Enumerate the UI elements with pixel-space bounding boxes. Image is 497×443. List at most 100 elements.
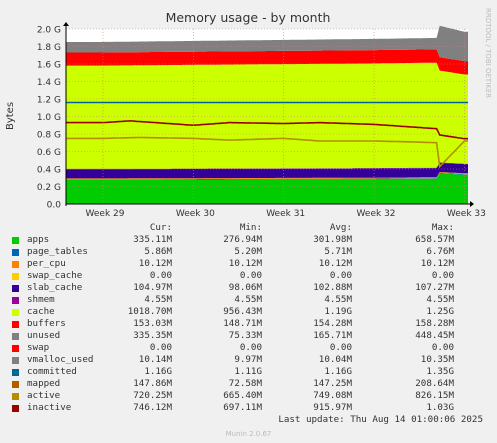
legend-header: Cur: Min: Avg: Max: — [12, 222, 488, 234]
y-tick-label: 0.6 G — [37, 148, 61, 158]
legend-cur-value: 335.11M — [133, 234, 172, 245]
legend-cur-value: 5.86M — [144, 246, 172, 257]
legend-min-value: 665.40M — [223, 390, 262, 401]
legend-avg-value: 10.04M — [318, 354, 352, 365]
legend-swatch — [12, 357, 19, 364]
legend-min-value: 0.00 — [239, 342, 262, 353]
legend-row-vmalloc-used: vmalloc_used 10.14M 9.97M 10.04M 10.35M — [12, 354, 488, 366]
legend-cur-value: 1.16G — [144, 366, 172, 377]
legend-series-name: page_tables — [27, 246, 88, 257]
y-tick-label: 1.6 G — [37, 61, 61, 71]
legend-cur-value: 147.86M — [133, 378, 172, 389]
y-tick-label: 0.2 G — [37, 183, 61, 193]
legend-cur-value: 1018.70M — [127, 306, 172, 317]
x-tick-labels: Week 29 Week 30 Week 31 Week 32 Week 33 — [86, 209, 486, 219]
legend-row-buffers: buffers 153.03M 148.71M 154.28M 158.28M — [12, 318, 488, 330]
legend-avg-value: 165.71M — [313, 330, 352, 341]
legend-avg-value: 102.88M — [313, 282, 352, 293]
legend-max-value: 10.35M — [420, 354, 454, 365]
legend-avg-value: 0.00 — [329, 270, 352, 281]
legend-row-apps: apps 335.11M 276.94M 301.98M 658.57M — [12, 234, 488, 246]
legend-series-name: swap_cache — [27, 270, 83, 281]
legend-avg-value: 749.08M — [313, 390, 352, 401]
legend-min-value: 956.43M — [223, 306, 262, 317]
x-axis-arrow — [470, 201, 474, 207]
header-avg: Avg: — [329, 222, 352, 233]
legend-max-value: 1.35G — [426, 366, 454, 377]
y-tick-label: 0.4 G — [37, 166, 61, 176]
legend-series-name: unused — [27, 330, 61, 341]
legend-swatch — [12, 297, 19, 304]
legend-series-name: vmalloc_used — [27, 354, 94, 365]
x-tick-label: Week 30 — [176, 209, 215, 219]
legend-swatch — [12, 273, 19, 280]
legend-row-active: active 720.25M 665.40M 749.08M 826.15M — [12, 390, 488, 402]
legend-avg-value: 147.25M — [313, 378, 352, 389]
y-tick-label: 0.0 — [47, 201, 62, 211]
x-tick-label: Week 29 — [86, 209, 125, 219]
legend-row-swap-cache: swap_cache 0.00 0.00 0.00 0.00 — [12, 270, 488, 282]
area-per_cpu — [66, 172, 468, 180]
legend-row-page-tables: page_tables 5.86M 5.20M 5.71M 6.76M — [12, 246, 488, 258]
legend-swatch — [12, 393, 19, 400]
legend-series-name: committed — [27, 366, 77, 377]
rrdtool-credit: RRDTOOL / TOBI OETIKER — [484, 8, 492, 99]
legend-cur-value: 720.25M — [133, 390, 172, 401]
chart-title: Memory usage - by month — [166, 10, 331, 25]
grid — [66, 28, 468, 204]
legend-cur-value: 4.55M — [144, 294, 172, 305]
legend-swatch — [12, 405, 19, 412]
area-buffers — [66, 49, 468, 75]
x-tick-label: Week 33 — [447, 209, 486, 219]
legend-avg-value: 1.19G — [324, 306, 352, 317]
area-apps — [66, 173, 468, 204]
legend-max-value: 158.28M — [415, 318, 454, 329]
legend-max-value: 208.64M — [415, 378, 454, 389]
legend-cur-value: 10.12M — [138, 258, 172, 269]
y-tick-label: 1.0 G — [37, 113, 61, 123]
legend-max-value: 0.00 — [431, 342, 454, 353]
legend-max-value: 6.76M — [426, 246, 454, 257]
legend-max-value: 826.15M — [415, 390, 454, 401]
area-unused — [66, 25, 468, 62]
legend-avg-value: 5.71M — [324, 246, 352, 257]
legend-swatch — [12, 369, 19, 376]
y-tick-label: 1.2 G — [37, 96, 61, 106]
legend-min-value: 148.71M — [223, 318, 262, 329]
legend-swatch — [12, 285, 19, 292]
legend-series-name: cache — [27, 306, 55, 317]
area-cache — [66, 62, 468, 169]
legend-series-name: swap — [27, 342, 50, 353]
legend-avg-value: 915.97M — [313, 402, 352, 413]
legend-swatch — [12, 261, 19, 268]
legend-avg-value: 0.00 — [329, 342, 352, 353]
line-active — [66, 136, 468, 169]
legend-swatch — [12, 381, 19, 388]
legend-max-value: 1.03G — [426, 402, 454, 413]
legend-max-value: 448.45M — [415, 330, 454, 341]
area-slab_cache — [66, 162, 468, 179]
legend-rows: apps 335.11M 276.94M 301.98M 658.57M page_tab… — [12, 234, 488, 414]
x-tick-label: Week 32 — [357, 209, 396, 219]
y-tick-label: 2.0 G — [37, 26, 61, 36]
legend-min-value: 10.12M — [228, 258, 262, 269]
legend-cur-value: 0.00 — [149, 270, 172, 281]
legend-avg-value: 301.98M — [313, 234, 352, 245]
legend-series-name: shmem — [27, 294, 55, 305]
legend-cur-value: 153.03M — [133, 318, 172, 329]
legend-cur-value: 746.12M — [133, 402, 172, 413]
legend-min-value: 98.06M — [228, 282, 262, 293]
header-cur: Cur: — [149, 222, 172, 233]
legend-swatch — [12, 333, 19, 340]
legend-avg-value: 4.55M — [324, 294, 352, 305]
legend-max-value: 4.55M — [426, 294, 454, 305]
legend-series-name: slab_cache — [27, 282, 83, 293]
legend-min-value: 1.11G — [234, 366, 262, 377]
munin-version: Munin 2.0.67 — [225, 430, 272, 438]
legend-row-cache: cache 1018.70M 956.43M 1.19G 1.25G — [12, 306, 488, 318]
legend-swatch — [12, 309, 19, 316]
y-tick-label: 1.8 G — [37, 43, 61, 53]
legend-max-value: 10.12M — [420, 258, 454, 269]
legend-swatch — [12, 345, 19, 352]
